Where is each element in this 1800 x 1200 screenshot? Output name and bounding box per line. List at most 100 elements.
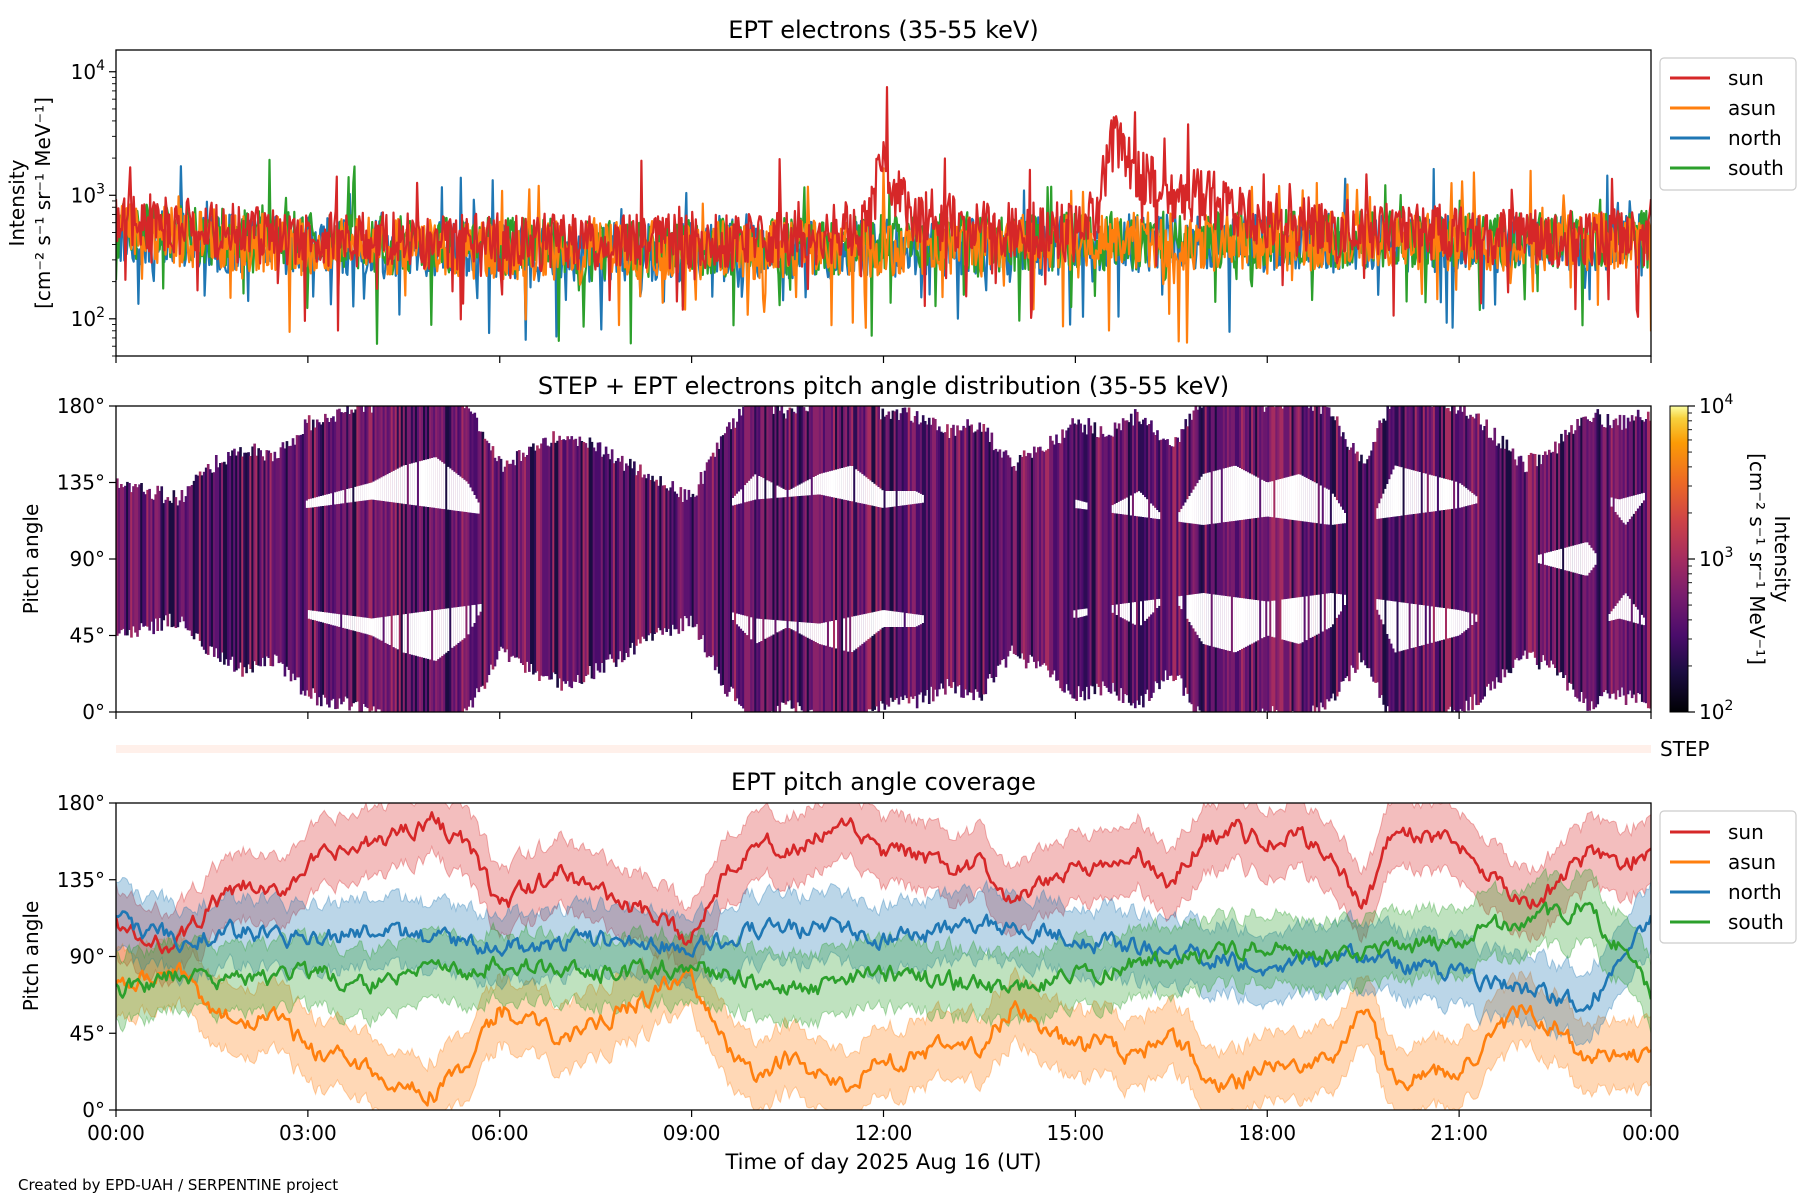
heatmap-cell xyxy=(639,464,642,644)
heatmap-gap xyxy=(794,621,798,632)
heatmap-gap xyxy=(1226,596,1230,651)
heatmap-gap xyxy=(459,476,463,512)
heatmap-cell xyxy=(168,500,172,614)
heatmap-gap xyxy=(1196,483,1200,525)
heatmap-gap xyxy=(338,491,341,504)
heatmap-cell xyxy=(148,488,151,631)
heatmap-cell xyxy=(1420,406,1424,712)
heatmap-cell xyxy=(705,462,709,658)
heatmap-gap xyxy=(1295,597,1299,644)
heatmap-gap xyxy=(384,475,388,502)
heatmap-gap xyxy=(1465,488,1468,507)
heatmap-gap xyxy=(400,466,404,504)
heatmap-gap xyxy=(1467,489,1470,506)
heatmap-cell xyxy=(719,436,723,686)
heatmap-cell xyxy=(156,485,160,631)
heatmap-gap xyxy=(1123,498,1127,515)
heatmap-gap xyxy=(782,620,786,630)
heatmap-cell xyxy=(725,426,729,697)
heatmap-gap xyxy=(1277,479,1281,518)
heatmap-cell xyxy=(283,448,287,677)
heatmap-gap xyxy=(1436,607,1440,642)
heatmap-cell xyxy=(1168,445,1171,676)
heatmap-gap xyxy=(776,620,780,633)
heatmap-cell xyxy=(1382,418,1385,705)
heatmap-cell xyxy=(1051,440,1054,675)
heatmap-cell xyxy=(431,406,434,712)
heatmap-cell xyxy=(669,487,673,636)
heatmap-gap xyxy=(311,610,315,620)
heatmap-cell xyxy=(267,450,271,658)
heatmap-gap xyxy=(1398,466,1402,516)
heatmap-gap xyxy=(1430,475,1434,512)
heatmap-gap xyxy=(441,462,444,509)
heatmap-gap xyxy=(342,490,345,504)
heatmap-cell xyxy=(1432,406,1436,712)
heatmap-gap xyxy=(1461,610,1464,634)
heatmap-cell xyxy=(469,411,473,701)
heatmap-gap xyxy=(465,481,469,512)
heatmap-gap xyxy=(1560,548,1563,570)
heatmap-cell xyxy=(174,497,178,628)
heatmap-gap xyxy=(1224,468,1228,522)
heatmap-gap xyxy=(1568,546,1571,572)
heatmap-gap xyxy=(843,467,846,500)
heatmap-gap xyxy=(1315,594,1319,635)
heatmap-cell xyxy=(443,406,446,712)
heatmap-cell xyxy=(257,448,260,666)
heatmap-cell xyxy=(1075,424,1078,701)
heatmap-cell xyxy=(427,406,430,712)
heatmap-gap xyxy=(332,613,335,626)
heatmap-gap xyxy=(752,476,755,501)
heatmap-cell xyxy=(802,407,806,712)
heatmap-gap xyxy=(899,491,903,506)
heatmap-cell xyxy=(206,464,210,655)
heatmap-cell xyxy=(881,408,885,704)
heatmap-gap xyxy=(414,612,418,656)
heatmap-gap xyxy=(812,477,816,495)
heatmap-cell xyxy=(917,424,921,695)
heatmap-gap xyxy=(1386,600,1390,634)
heatmap-cell xyxy=(1012,466,1016,654)
heatmap-cell xyxy=(1447,408,1450,710)
heatmap-gap xyxy=(1402,602,1406,651)
heatmap-gap xyxy=(1125,603,1129,621)
panel1-legend: sun asun north south xyxy=(1659,57,1797,191)
heatmap-gap xyxy=(1079,500,1083,509)
heatmap-cell xyxy=(679,487,683,619)
heatmap-cell xyxy=(249,456,252,669)
heatmap-cell xyxy=(1150,420,1153,698)
heatmap-cell xyxy=(784,418,788,705)
heatmap-gap xyxy=(1640,614,1644,625)
heatmap-cell xyxy=(1360,454,1363,663)
heatmap-gap xyxy=(1434,476,1438,512)
heatmap-gap xyxy=(1297,474,1301,521)
heatmap-cell xyxy=(1642,421,1646,703)
heatmap-gap xyxy=(788,621,792,629)
heatmap-gap xyxy=(1335,500,1339,525)
heatmap-cell xyxy=(736,421,739,699)
heatmap-cell xyxy=(1133,409,1137,709)
heatmap-cell xyxy=(542,438,545,677)
heatmap-cell xyxy=(663,485,666,629)
panel4-series-group xyxy=(116,803,1651,1110)
heatmap-cell xyxy=(923,421,927,696)
heatmap-cell xyxy=(1091,433,1095,687)
heatmap-cell xyxy=(332,416,335,699)
heatmap-gap xyxy=(1537,554,1541,564)
heatmap-cell xyxy=(1610,428,1614,694)
heatmap-cell xyxy=(1329,416,1333,699)
heatmap-gap xyxy=(388,473,392,502)
heatmap-gap xyxy=(1113,504,1117,514)
heatmap-cell xyxy=(1057,443,1060,681)
heatmap-gap xyxy=(1626,596,1630,621)
heatmap-cell xyxy=(423,406,426,712)
y-tick-label: 103 xyxy=(71,181,105,207)
heatmap-cell xyxy=(584,443,588,676)
heatmap-cell xyxy=(188,486,192,631)
heatmap-cell xyxy=(604,446,608,660)
heatmap-gap xyxy=(386,616,390,644)
heatmap-cell xyxy=(1240,406,1244,712)
series-line-sun xyxy=(116,811,1651,955)
heatmap-cell xyxy=(1467,418,1470,711)
